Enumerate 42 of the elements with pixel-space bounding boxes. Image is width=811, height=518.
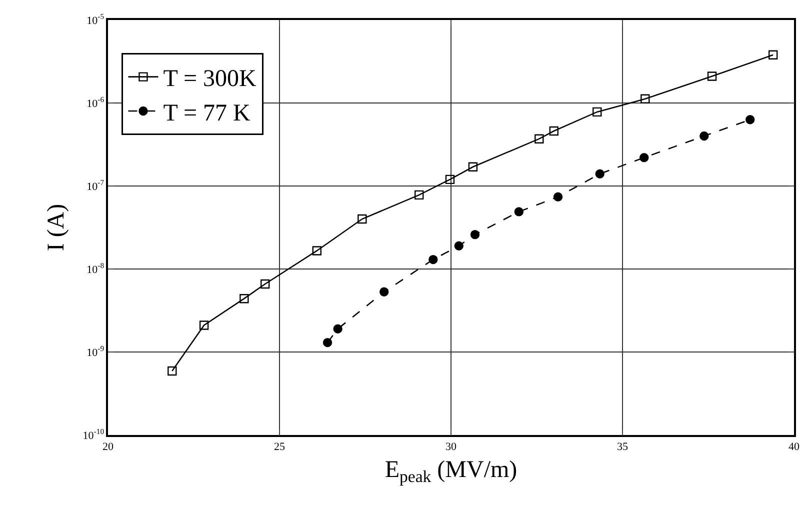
point bbox=[445, 174, 455, 184]
x-tick-label: 30 bbox=[446, 440, 457, 453]
point bbox=[553, 192, 563, 202]
y-tick-label: 10$^{-5}$ bbox=[86, 12, 104, 27]
y-tick-label: 10$^{-7}$ bbox=[86, 178, 104, 193]
point bbox=[333, 324, 342, 334]
point bbox=[514, 207, 524, 216]
point bbox=[549, 126, 558, 136]
point bbox=[380, 287, 389, 296]
y-tick-label: 10$^{-9}$ bbox=[86, 344, 104, 359]
point bbox=[199, 320, 209, 330]
point bbox=[595, 169, 604, 178]
point bbox=[260, 279, 270, 289]
x-tick-label: 40 bbox=[788, 440, 800, 453]
point bbox=[640, 94, 650, 104]
point bbox=[358, 214, 367, 224]
point bbox=[592, 107, 602, 117]
x-tick-label: 35 bbox=[617, 440, 628, 453]
x-tick-label: 20 bbox=[102, 440, 114, 453]
legend-label: T = 300K bbox=[163, 66, 257, 92]
point bbox=[707, 72, 717, 81]
x-tick-label: 25 bbox=[274, 440, 286, 453]
legend-label: T = 77 K bbox=[163, 100, 251, 126]
point bbox=[414, 190, 424, 200]
y-tick-label: 10$^{-8}$ bbox=[86, 261, 104, 276]
point bbox=[768, 50, 778, 60]
point bbox=[428, 254, 438, 264]
point bbox=[468, 162, 478, 172]
y-axis-title: I (A) bbox=[43, 204, 70, 252]
point bbox=[700, 131, 709, 141]
point bbox=[534, 134, 544, 144]
point bbox=[470, 230, 480, 240]
point bbox=[746, 115, 755, 124]
point bbox=[322, 338, 332, 348]
y-tick-label: 10$^{-10}$ bbox=[82, 427, 104, 442]
point bbox=[454, 241, 464, 250]
point bbox=[640, 152, 649, 162]
point bbox=[240, 294, 249, 304]
y-tick-label: 10$^{-6}$ bbox=[86, 95, 104, 110]
point bbox=[312, 246, 322, 256]
point bbox=[168, 366, 177, 376]
x-axis-title: E$_{peak}$ (MV/m) bbox=[384, 456, 518, 486]
